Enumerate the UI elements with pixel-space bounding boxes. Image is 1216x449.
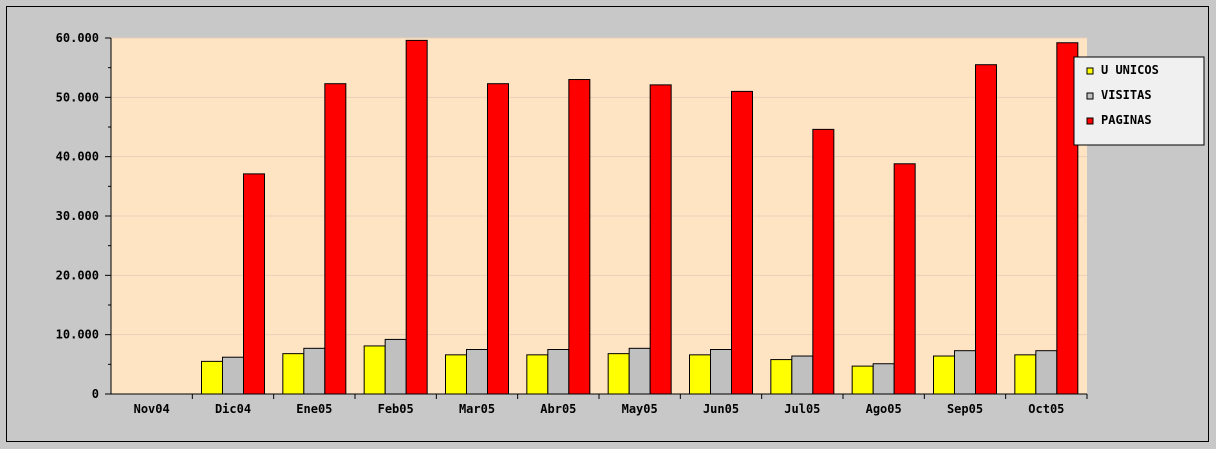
x-tick-label: Jul05: [784, 402, 820, 416]
bar-visitas: [791, 355, 814, 395]
legend-box: [1073, 56, 1205, 146]
x-tick-label: Feb05: [378, 402, 414, 416]
y-tick-label: 20.000: [56, 268, 99, 282]
bar-u-unicos: [1014, 354, 1037, 395]
bar-visitas: [303, 347, 326, 395]
bar-paginas: [568, 79, 591, 395]
y-tick-label: 50.000: [56, 90, 99, 104]
y-tick-label: 30.000: [56, 209, 99, 223]
x-tick-label: Mar05: [459, 402, 495, 416]
bar-paginas: [243, 173, 265, 395]
bar-paginas: [487, 83, 509, 395]
bar-u-unicos: [201, 360, 223, 395]
bar-u-unicos: [933, 355, 955, 395]
bar-visitas: [222, 356, 244, 395]
x-tick-label: Ene05: [296, 402, 332, 416]
bar-visitas: [466, 349, 488, 395]
bar-paginas: [649, 84, 672, 395]
y-tick-label: 40.000: [56, 150, 99, 164]
x-tick-label: Ago05: [866, 402, 902, 416]
legend-label: U UNICOS: [1101, 63, 1159, 77]
bar-paginas: [731, 90, 753, 395]
bar-paginas: [324, 83, 347, 395]
bar-u-unicos: [445, 354, 467, 395]
bar-visitas: [710, 349, 732, 395]
legend-swatch: [1086, 117, 1094, 125]
legend-swatch: [1086, 92, 1094, 100]
bar-u-unicos: [526, 354, 549, 395]
x-tick-label: Sep05: [947, 402, 983, 416]
bar-visitas: [1035, 350, 1058, 395]
bar-visitas: [628, 347, 651, 395]
y-tick-label: 60.000: [56, 31, 99, 45]
x-tick-label: Dic04: [215, 402, 251, 416]
x-axis-ticks: Nov04 Dic04 Ene05 Feb05 Mar05 Abr05 May05 Jun05…: [134, 394, 1088, 416]
x-tick-label: Oct05: [1028, 402, 1064, 416]
gridlines: [111, 37, 1087, 336]
bar-paginas: [812, 128, 835, 395]
bar-visitas: [954, 350, 976, 395]
bar-u-unicos: [607, 353, 630, 395]
bar-visitas: [547, 349, 570, 395]
bar-visitas: [872, 363, 895, 395]
y-axis-ticks: 0 10.000 20.000 30.000 40.000 50.000 60.000: [56, 31, 111, 401]
bars-group: [201, 39, 1079, 395]
bar-paginas: [893, 163, 916, 395]
bar-u-unicos: [282, 353, 305, 395]
bar-u-unicos: [363, 345, 386, 395]
y-tick-label: 10.000: [56, 328, 99, 342]
bar-u-unicos: [770, 359, 793, 395]
bar-u-unicos: [689, 354, 711, 395]
bar-u-unicos: [851, 365, 874, 395]
y-tick-label: 0: [92, 387, 99, 401]
bar-paginas: [405, 39, 428, 395]
x-tick-label: Jun05: [703, 402, 739, 416]
legend-label: PAGINAS: [1101, 113, 1152, 127]
x-tick-label: Abr05: [540, 402, 576, 416]
bar-paginas: [975, 64, 997, 395]
bar-visitas: [384, 338, 407, 395]
legend: U UNICOS VISITAS PAGINAS: [1073, 56, 1205, 146]
x-tick-label: Nov04: [134, 402, 170, 416]
legend-swatch: [1086, 67, 1094, 75]
legend-label: VISITAS: [1101, 88, 1152, 102]
x-tick-label: May05: [622, 402, 658, 416]
